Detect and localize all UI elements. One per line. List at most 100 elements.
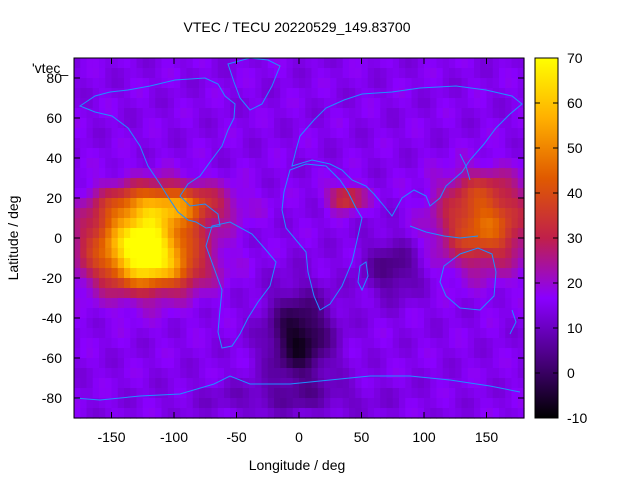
heatmap-cell: [155, 118, 163, 129]
heatmap-cell: [367, 258, 375, 269]
heatmap-cell: [436, 328, 444, 339]
heatmap-cell: [399, 138, 406, 149]
heatmap-cell: [242, 208, 250, 219]
heatmap-cell: [292, 308, 300, 319]
heatmap-cell: [155, 128, 163, 139]
heatmap-cell: [155, 178, 163, 189]
heatmap-cell: [224, 138, 231, 149]
heatmap-cell: [505, 268, 513, 279]
heatmap-cell: [86, 98, 94, 109]
heatmap-cell: [399, 168, 406, 179]
heatmap-cell: [199, 338, 206, 349]
heatmap-cell: [517, 198, 525, 209]
heatmap-cell: [174, 338, 181, 349]
heatmap-cell: [161, 248, 169, 259]
heatmap-cell: [261, 158, 269, 169]
heatmap-cell: [261, 318, 269, 329]
heatmap-cell: [392, 118, 400, 129]
heatmap-cell: [480, 178, 488, 189]
heatmap-cell: [349, 118, 356, 129]
heatmap-cell: [380, 118, 388, 129]
heatmap-cell: [186, 118, 194, 129]
heatmap-cell: [499, 298, 506, 309]
heatmap-cell: [455, 338, 463, 349]
heatmap-cell: [486, 208, 494, 219]
heatmap-cell: [342, 328, 350, 339]
heatmap-cell: [249, 318, 256, 329]
heatmap-cell: [461, 338, 469, 349]
heatmap-cell: [467, 128, 475, 139]
heatmap-cell: [499, 118, 506, 129]
heatmap-cell: [236, 318, 244, 329]
heatmap-cell: [511, 238, 519, 249]
heatmap-cell: [417, 58, 425, 69]
heatmap-cell: [374, 208, 381, 219]
heatmap-cell: [192, 98, 200, 109]
heatmap-cell: [117, 368, 125, 379]
heatmap-cell: [211, 248, 219, 259]
heatmap-cell: [392, 128, 400, 139]
heatmap-cell: [261, 308, 269, 319]
heatmap-cell: [374, 178, 381, 189]
heatmap-cell: [374, 188, 381, 199]
heatmap-cell: [436, 268, 444, 279]
heatmap-cell: [392, 248, 400, 259]
heatmap-cell: [136, 358, 144, 369]
heatmap-cell: [367, 378, 375, 389]
heatmap-cell: [380, 128, 388, 139]
heatmap-cell: [336, 68, 344, 79]
y-tick-label: -40: [42, 310, 62, 326]
heatmap-cell: [249, 408, 256, 419]
heatmap-cell: [236, 238, 244, 249]
heatmap-cell: [105, 168, 113, 179]
heatmap-cell: [492, 408, 500, 419]
heatmap-cell: [455, 278, 463, 289]
heatmap-cell: [349, 408, 356, 419]
heatmap-cell: [180, 378, 188, 389]
heatmap-cell: [205, 238, 213, 249]
heatmap-cell: [417, 328, 425, 339]
heatmap-cell: [292, 78, 300, 89]
heatmap-cell: [99, 148, 106, 159]
heatmap-cell: [130, 58, 138, 69]
heatmap-cell: [436, 298, 444, 309]
heatmap-cell: [74, 378, 81, 389]
heatmap-cell: [149, 378, 156, 389]
heatmap-cell: [424, 248, 431, 259]
heatmap-cell: [511, 178, 519, 189]
heatmap-cell: [411, 298, 419, 309]
heatmap-cell: [99, 68, 106, 79]
x-tick-label: 100: [412, 429, 436, 445]
heatmap-cell: [255, 398, 263, 409]
heatmap-cell: [111, 358, 119, 369]
heatmap-cell: [261, 118, 269, 129]
heatmap-cell: [349, 168, 356, 179]
heatmap-cell: [249, 308, 256, 319]
heatmap-cell: [474, 258, 481, 269]
heatmap-cell: [136, 148, 144, 159]
heatmap-cell: [280, 298, 288, 309]
heatmap-cell: [180, 278, 188, 289]
heatmap-cell: [130, 188, 138, 199]
heatmap-cell: [130, 278, 138, 289]
heatmap-cell: [342, 298, 350, 309]
heatmap-cell: [186, 308, 194, 319]
heatmap-cell: [80, 58, 88, 69]
heatmap-cell: [430, 188, 438, 199]
heatmap-cell: [186, 88, 194, 99]
heatmap-cell: [374, 368, 381, 379]
heatmap-cell: [317, 98, 325, 109]
heatmap-cell: [386, 68, 394, 79]
heatmap-cell: [261, 128, 269, 139]
heatmap-cell: [186, 58, 194, 69]
heatmap-cell: [442, 288, 450, 299]
heatmap-cell: [342, 108, 350, 119]
heatmap-cell: [486, 218, 494, 229]
heatmap-cell: [274, 318, 281, 329]
heatmap-cell: [324, 298, 331, 309]
heatmap-cell: [136, 348, 144, 359]
heatmap-cell: [442, 58, 450, 69]
heatmap-cell: [461, 198, 469, 209]
heatmap-cell: [317, 138, 325, 149]
heatmap-cell: [92, 358, 100, 369]
